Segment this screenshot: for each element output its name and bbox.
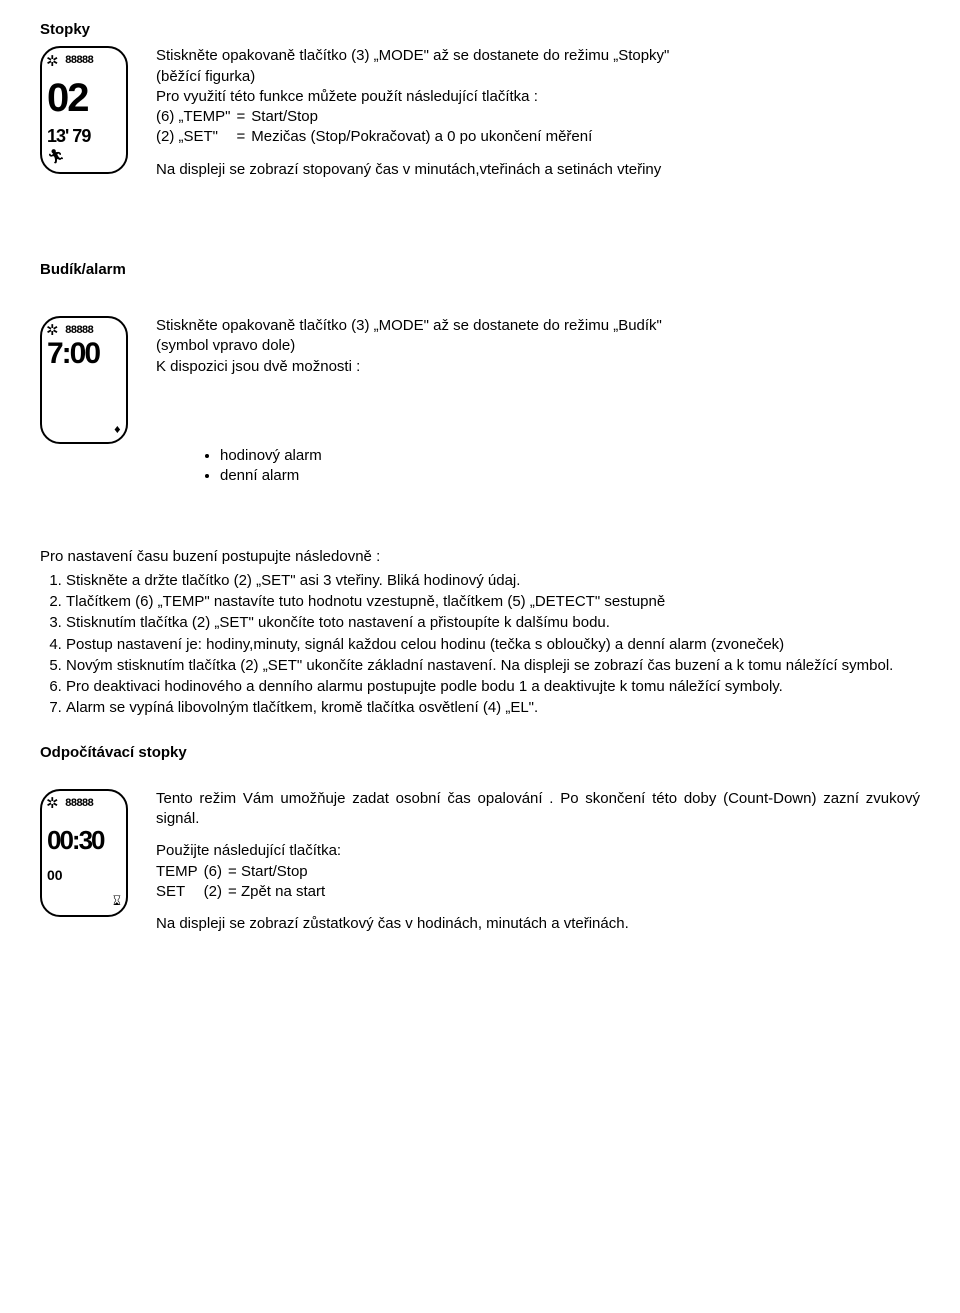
- lcd-mid: 00:30: [47, 827, 121, 853]
- alarm-intro-3: K dispozici jsou dvě možnosti :: [156, 357, 920, 377]
- alarm-intro-2: (symbol vpravo dole): [156, 336, 920, 356]
- lcd-bottom: 🏃︎: [47, 154, 121, 168]
- alarm-bul-1: hodinový alarm: [220, 446, 920, 466]
- kv-r: Start/Stop: [251, 107, 592, 127]
- kv-m: =: [237, 107, 252, 127]
- lcd-big: 02: [47, 78, 121, 118]
- kv-r: = Zpět na start: [228, 882, 325, 902]
- section-stopky: Stopky 88888 02 13' 79 🏃︎ Stiskněte opak…: [40, 20, 920, 180]
- stopky-intro-3: Pro využití této funkce můžete použít ná…: [156, 87, 920, 107]
- kv-l: (6) „TEMP": [156, 107, 237, 127]
- alarm-step-2: Tlačítkem (6) „TEMP" nastavíte tuto hodn…: [66, 592, 920, 612]
- hourglass-icon: ⌛︎: [113, 893, 121, 911]
- alarm-steps: Stiskněte a držte tlačítko (2) „SET" asi…: [66, 571, 920, 719]
- cd-btn-2: SET (2) = Zpět na start: [156, 882, 325, 902]
- stopky-device: 88888 02 13' 79 🏃︎: [40, 46, 128, 174]
- sun-icon: [47, 55, 61, 69]
- bell-icon: ♦: [114, 422, 121, 438]
- cd-row: 88888 00:30 00 ⌛︎ Tento režim Vám umožňu…: [40, 789, 920, 935]
- section-countdown: Odpočítávací stopky 88888 00:30 00 ⌛︎ Te…: [40, 743, 920, 935]
- kv-r: Mezičas (Stop/Pokračovat) a 0 po ukončen…: [251, 127, 592, 147]
- kv-m: =: [237, 127, 252, 147]
- stopky-intro-1: Stiskněte opakovaně tlačítko (3) „MODE" …: [156, 46, 920, 66]
- kv-r: = Start/Stop: [228, 862, 325, 882]
- alarm-step-7: Alarm se vypíná libovolným tlačítkem, kr…: [66, 698, 920, 718]
- lcd-small: 00: [47, 868, 121, 882]
- stopky-btn-1: (6) „TEMP" = Start/Stop: [156, 107, 592, 127]
- alarm-bullets: hodinový alarm denní alarm: [200, 446, 920, 487]
- stopky-text: Stiskněte opakovaně tlačítko (3) „MODE" …: [156, 46, 920, 180]
- stopky-afterfig: Na displeji se zobrazí stopovaný čas v m…: [156, 160, 920, 180]
- alarm-step-6: Pro deaktivaci hodinového a denního alar…: [66, 677, 920, 697]
- lcd-mid: 13' 79: [47, 127, 121, 145]
- stopky-intro-2: (běžící figurka): [156, 67, 920, 87]
- lcd-top: 88888: [47, 54, 121, 69]
- cd-btn-1: TEMP (6) = Start/Stop: [156, 862, 325, 882]
- kv-l: SET: [156, 882, 204, 902]
- cd-title: Odpočítávací stopky: [40, 743, 920, 763]
- lcd-bottom: ♦: [47, 424, 121, 438]
- alarm-step-5: Novým stisknutím tlačítka (2) „SET" ukon…: [66, 656, 920, 676]
- alarm-row: 88888 7:00 ♦ Stiskněte opakovaně tlačítk…: [40, 316, 920, 444]
- alarm-steps-wrap: Pro nastavení času buzení postupujte nás…: [40, 547, 920, 719]
- alarm-intro-1: Stiskněte opakovaně tlačítko (3) „MODE" …: [156, 316, 920, 336]
- sun-icon: [47, 324, 61, 338]
- lcd-big: 7:00: [47, 339, 121, 369]
- sun-icon: [47, 797, 61, 811]
- lcd-top: 88888: [47, 797, 121, 812]
- alarm-bul-2: denní alarm: [220, 466, 920, 486]
- stopky-title: Stopky: [40, 20, 920, 40]
- lcd-bottom: ⌛︎: [47, 897, 121, 911]
- stopky-btns: (6) „TEMP" = Start/Stop (2) „SET" = Mezi…: [156, 107, 592, 148]
- stopky-btn-2: (2) „SET" = Mezičas (Stop/Pokračovat) a …: [156, 127, 592, 147]
- alarm-title: Budík/alarm: [40, 260, 920, 280]
- cd-text: Tento režim Vám umožňuje zadat osobní ča…: [156, 789, 920, 935]
- lcd-top-digits: 88888: [65, 797, 93, 812]
- alarm-step-4: Postup nastavení je: hodiny,minuty, sign…: [66, 635, 920, 655]
- alarm-steps-intro: Pro nastavení času buzení postupujte nás…: [40, 547, 920, 567]
- kv-l: (2) „SET": [156, 127, 237, 147]
- cd-device: 88888 00:30 00 ⌛︎: [40, 789, 128, 917]
- section-alarm: Budík/alarm 88888 7:00 ♦ Stiskněte opako…: [40, 260, 920, 719]
- stopky-row: 88888 02 13' 79 🏃︎ Stiskněte opakovaně t…: [40, 46, 920, 180]
- alarm-device: 88888 7:00 ♦: [40, 316, 128, 444]
- kv-m: (2): [204, 882, 228, 902]
- kv-l: TEMP: [156, 862, 204, 882]
- kv-m: (6): [204, 862, 228, 882]
- lcd-top-digits: 88888: [65, 54, 93, 69]
- cd-btns: TEMP (6) = Start/Stop SET (2) = Zpět na …: [156, 862, 325, 903]
- runner-icon: 🏃︎: [47, 149, 65, 168]
- alarm-text: Stiskněte opakovaně tlačítko (3) „MODE" …: [156, 316, 920, 377]
- cd-p1: Tento režim Vám umožňuje zadat osobní ča…: [156, 789, 920, 830]
- alarm-step-1: Stiskněte a držte tlačítko (2) „SET" asi…: [66, 571, 920, 591]
- alarm-step-3: Stisknutím tlačítka (2) „SET" ukončíte t…: [66, 613, 920, 633]
- cd-p2: Použijte následující tlačítka:: [156, 841, 920, 861]
- cd-p3: Na displeji se zobrazí zůstatkový čas v …: [156, 914, 920, 934]
